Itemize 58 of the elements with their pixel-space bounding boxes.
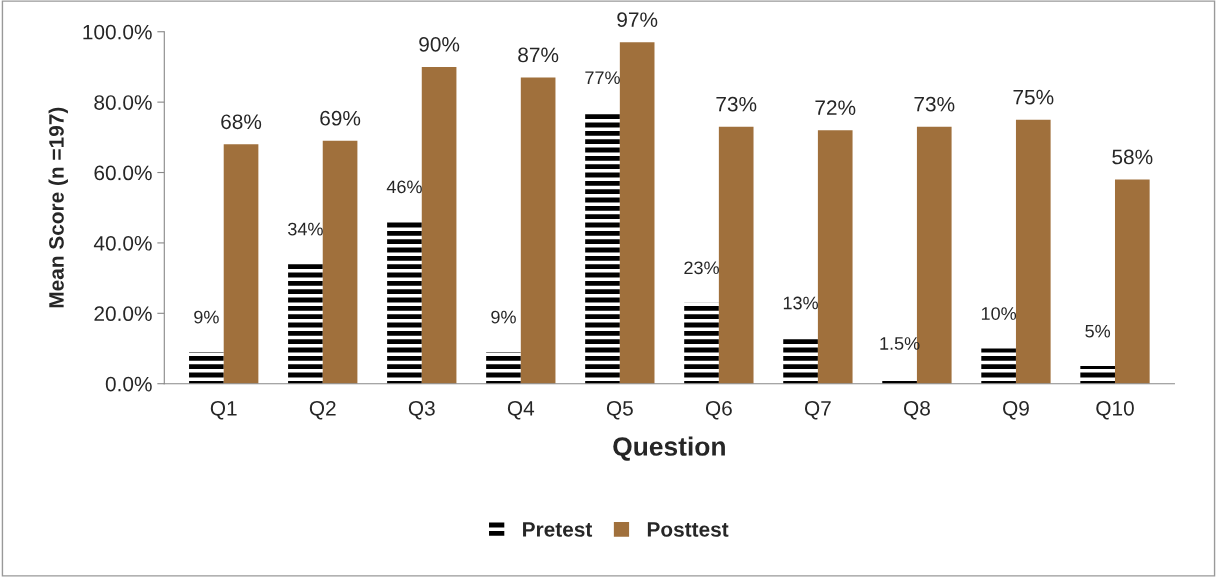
bar	[1080, 366, 1115, 384]
data-label: 73%	[914, 96, 955, 112]
bar	[585, 112, 620, 384]
data-label: 73%	[716, 96, 757, 112]
x-tick-label: Q2	[309, 400, 336, 420]
bar	[322, 140, 358, 384]
bar	[520, 77, 556, 384]
x-tick-label: Q3	[408, 400, 435, 420]
y-tick-label: 20.0%	[94, 306, 152, 322]
data-label: 34%	[288, 222, 323, 236]
legend-label: Pretest	[523, 522, 593, 537]
y-tick-label: 40.0%	[93, 235, 152, 251]
x-tick-label: Q9	[1003, 400, 1029, 420]
bar	[223, 144, 259, 384]
data-label: 10%	[981, 307, 1017, 320]
x-tick-label: Q7	[804, 400, 831, 420]
data-label: 9%	[491, 310, 516, 324]
x-axis-title: Question	[613, 436, 725, 461]
bar	[421, 66, 457, 384]
y-tick-label: 80.0%	[94, 95, 152, 110]
data-label: 46%	[386, 180, 422, 194]
data-label: 97%	[617, 12, 658, 28]
bar	[1114, 179, 1150, 384]
bar	[486, 352, 521, 384]
bar	[619, 42, 655, 384]
y-tick-label: 60.0%	[94, 165, 152, 181]
bar	[882, 378, 917, 384]
y-tick-label: 100.0%	[83, 24, 152, 40]
x-tick-label: Q5	[606, 400, 633, 420]
data-label: 90%	[419, 36, 460, 52]
bar	[817, 130, 853, 384]
bar	[189, 352, 224, 384]
data-label: 9%	[194, 310, 219, 324]
y-axis-title: Mean Score (n =197)	[48, 107, 68, 308]
bar	[288, 264, 323, 384]
data-label: 13%	[783, 296, 818, 310]
x-tick-label: Q6	[705, 400, 732, 420]
x-tick-label: Q4	[507, 400, 535, 420]
bar	[1015, 119, 1051, 384]
data-label: 72%	[815, 100, 856, 115]
bar	[718, 126, 754, 384]
bar	[783, 337, 818, 384]
data-label: 5%	[1085, 324, 1111, 338]
bar	[981, 348, 1016, 384]
y-tick-label: 0.0%	[105, 376, 152, 392]
data-label: 68%	[221, 114, 262, 130]
data-label: 58%	[1112, 149, 1153, 165]
data-label: 23%	[684, 261, 719, 275]
bar	[684, 302, 719, 384]
bar	[387, 221, 422, 384]
x-tick-label: Q1	[210, 400, 237, 420]
data-label: 87%	[518, 47, 559, 63]
data-label: 69%	[320, 110, 361, 126]
x-tick-label: Q10	[1096, 400, 1134, 420]
legend-label: Posttest	[647, 522, 729, 537]
x-tick-label: Q8	[904, 400, 930, 420]
data-label: 75%	[1013, 89, 1054, 105]
data-label: 77%	[585, 71, 620, 85]
